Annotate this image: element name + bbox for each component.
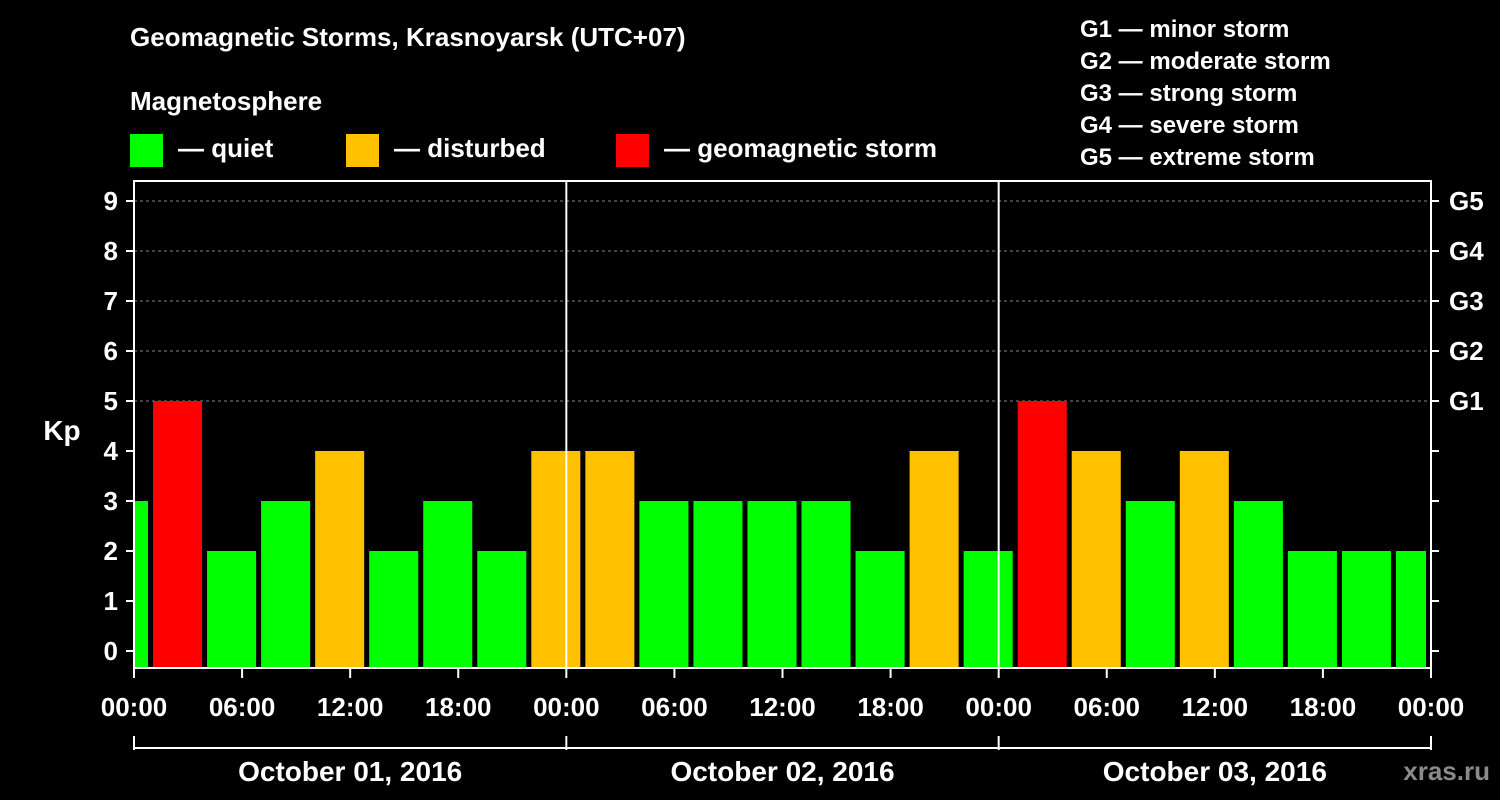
kp-bar xyxy=(153,401,203,667)
x-tick-label: 00:00 xyxy=(101,692,168,722)
g-level-label: G2 xyxy=(1449,336,1484,366)
kp-bar xyxy=(585,451,635,667)
y-tick-label: 7 xyxy=(104,286,118,316)
g-level-label: G1 xyxy=(1449,386,1484,416)
chart-title: Geomagnetic Storms, Krasnoyarsk (UTC+07) xyxy=(130,22,686,52)
g-legend-g5: G5 — extreme storm xyxy=(1080,144,1315,171)
y-axis-label: Kp xyxy=(43,415,80,446)
legend-swatch-storm xyxy=(616,134,649,167)
kp-bar xyxy=(747,501,797,667)
legend-swatch-quiet xyxy=(130,134,163,167)
kp-bar xyxy=(1395,551,1426,667)
kp-bar xyxy=(1341,551,1391,667)
kp-bar xyxy=(693,501,743,667)
watermark: xras.ru xyxy=(1403,756,1490,786)
y-tick-label: 3 xyxy=(104,486,118,516)
x-tick-label: 12:00 xyxy=(1182,692,1249,722)
y-tick-label: 8 xyxy=(104,236,118,266)
x-tick-label: 12:00 xyxy=(749,692,816,722)
g-legend-g2: G2 — moderate storm xyxy=(1080,48,1331,75)
legend-label-quiet: — quiet xyxy=(178,133,274,163)
y-tick-label: 9 xyxy=(104,186,118,216)
g-legend-g1: G1 — minor storm xyxy=(1080,16,1290,43)
g-level-label: G3 xyxy=(1449,286,1484,316)
kp-bar xyxy=(909,451,959,667)
x-tick-label: 18:00 xyxy=(425,692,492,722)
y-tick-label: 6 xyxy=(104,336,118,366)
legend-swatch-disturbed xyxy=(346,134,379,167)
y-tick-label: 4 xyxy=(104,436,119,466)
kp-bar xyxy=(531,451,581,667)
kp-bar xyxy=(477,551,527,667)
kp-bar xyxy=(855,551,905,667)
kp-bar xyxy=(207,551,257,667)
kp-bar xyxy=(963,551,1013,667)
g-level-label: G5 xyxy=(1449,186,1484,216)
kp-bar xyxy=(423,501,473,667)
kp-bar xyxy=(1233,501,1283,667)
date-label: October 02, 2016 xyxy=(670,756,894,787)
x-tick-label: 18:00 xyxy=(857,692,924,722)
y-tick-label: 5 xyxy=(104,386,118,416)
kp-bar xyxy=(1071,451,1121,667)
kp-bar xyxy=(135,501,149,667)
y-tick-label: 1 xyxy=(104,586,118,616)
kp-bar xyxy=(801,501,851,667)
date-label: October 03, 2016 xyxy=(1103,756,1327,787)
x-tick-label: 18:00 xyxy=(1290,692,1357,722)
kp-bar xyxy=(1125,501,1175,667)
kp-bar xyxy=(1179,451,1229,667)
date-label: October 01, 2016 xyxy=(238,756,462,787)
x-tick-label: 06:00 xyxy=(641,692,708,722)
legend-label-storm: — geomagnetic storm xyxy=(664,133,938,163)
legend-heading: Magnetosphere xyxy=(130,86,323,116)
g-level-label: G4 xyxy=(1449,236,1484,266)
kp-bar xyxy=(369,551,419,667)
legend-label-disturbed: — disturbed xyxy=(394,133,546,163)
y-tick-label: 0 xyxy=(104,636,118,666)
g-legend-g4: G4 — severe storm xyxy=(1080,112,1299,139)
kp-bar xyxy=(639,501,689,667)
g-legend-g3: G3 — strong storm xyxy=(1080,80,1298,107)
kp-bar xyxy=(261,501,311,667)
kp-bar xyxy=(1287,551,1337,667)
x-tick-label: 00:00 xyxy=(1398,692,1465,722)
x-tick-label: 12:00 xyxy=(317,692,384,722)
x-tick-label: 06:00 xyxy=(1074,692,1141,722)
x-tick-label: 00:00 xyxy=(533,692,600,722)
y-tick-label: 2 xyxy=(104,536,118,566)
x-tick-label: 00:00 xyxy=(965,692,1032,722)
kp-bar xyxy=(315,451,365,667)
x-tick-label: 06:00 xyxy=(209,692,276,722)
kp-bar xyxy=(1017,401,1067,667)
